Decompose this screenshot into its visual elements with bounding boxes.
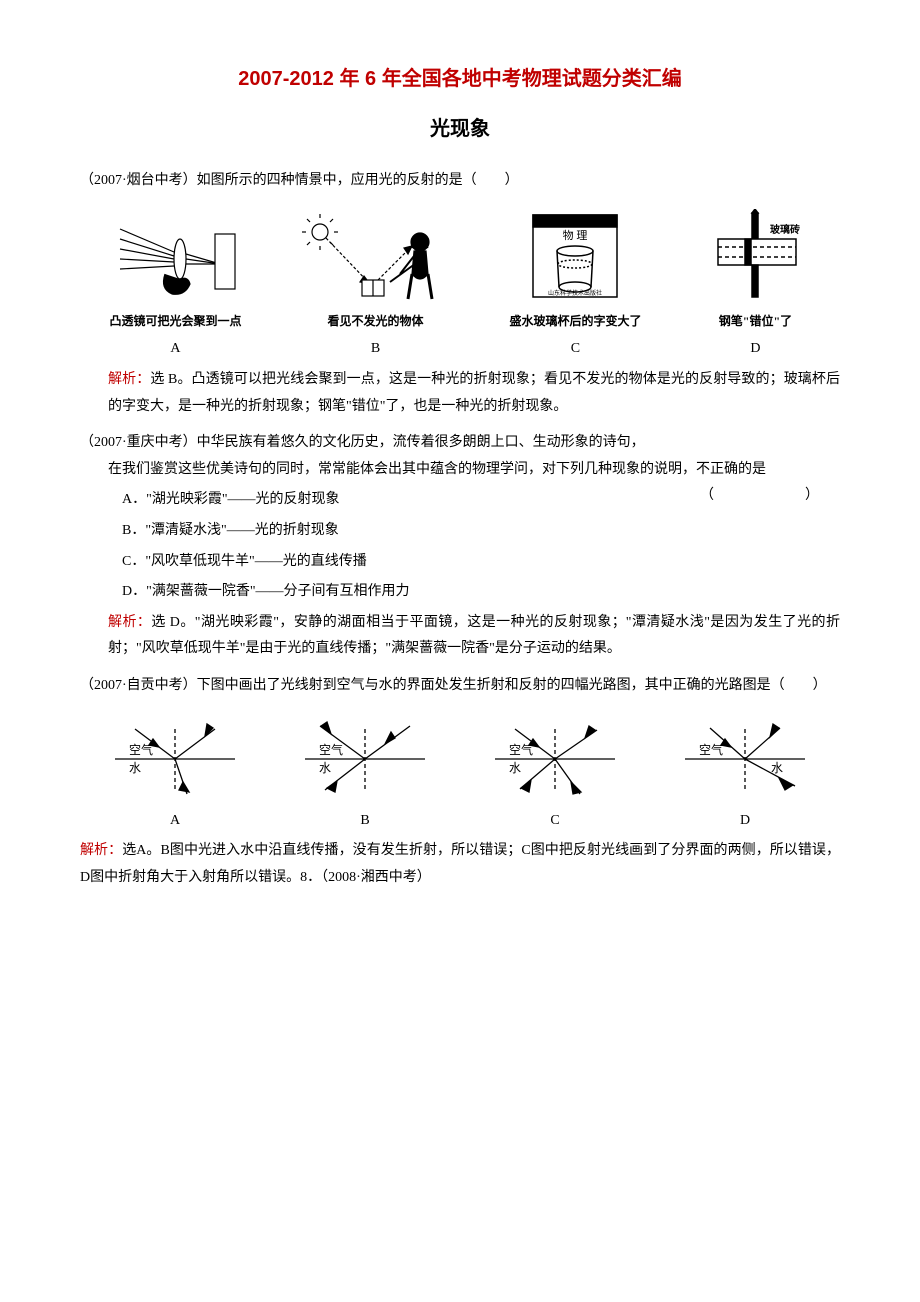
svg-text:空气: 空气 — [699, 742, 723, 757]
q2-analysis-text: 选 D。"湖光映彩霞"，安静的湖面相当于平面镜，这是一种光的反射现象；"潭清疑水… — [108, 615, 840, 657]
q1-analysis: 解析：选 B。凸透镜可以把光线会聚到一点，这是一种光的折射现象；看见不发光的物体… — [80, 367, 840, 420]
main-title: 2007-2012 年 6 年全国各地中考物理试题分类汇编 — [80, 60, 840, 98]
svg-text:空气: 空气 — [129, 742, 153, 757]
q3-stem: （2007·自贡中考）下图中画出了光线射到空气与水的界面处发生折射和反射的四幅光… — [80, 673, 840, 700]
pen-shift-icon: 玻璃砖 — [700, 209, 810, 304]
analysis-label: 解析： — [108, 372, 150, 387]
analysis-label: 解析： — [80, 843, 122, 858]
svg-text:水: 水 — [129, 761, 141, 775]
q1-fig-d: 玻璃砖 钢笔"错位"了 D — [700, 209, 810, 363]
svg-text:物 理: 物 理 — [563, 228, 588, 242]
q1-figure-row: 凸透镜可把光会聚到一点 A — [80, 209, 840, 363]
svg-text:水: 水 — [771, 761, 783, 775]
q2-opt-b: B．"潭清疑水浅"——光的折射现象 — [122, 518, 840, 545]
q1-fig-a-caption: 凸透镜可把光会聚到一点 — [109, 310, 241, 333]
analysis-label: 解析： — [108, 615, 151, 630]
q2-analysis: 解析：选 D。"湖光映彩霞"，安静的湖面相当于平面镜，这是一种光的反射现象；"潭… — [80, 610, 840, 663]
q1-stem: （2007·烟台中考）如图所示的四种情景中，应用光的反射的是（ ） — [80, 168, 840, 195]
q1-fig-d-caption: 钢笔"错位"了 — [719, 310, 792, 333]
q1-fig-a: 凸透镜可把光会聚到一点 A — [109, 214, 241, 363]
q1-fig-b-caption: 看见不发光的物体 — [327, 310, 423, 333]
q3-fig-c: 空气 水 C — [485, 714, 625, 835]
glass-magnify-icon: 物 理 山东科学技术出版社 — [515, 209, 635, 304]
q3-analysis-text: 选A。B图中光进入水中沿直线传播，没有发生折射，所以错误；C图中把反射光线画到了… — [80, 843, 840, 885]
svg-text:山东科学技术出版社: 山东科学技术出版社 — [548, 289, 602, 297]
q1-fig-b: 看见不发光的物体 B — [300, 214, 450, 363]
reflection-icon — [300, 214, 450, 304]
q3-fig-a: 空气 水 A — [105, 714, 245, 835]
q2-opt-d: D．"满架蔷薇一院香"——分子间有互相作用力 — [122, 579, 840, 606]
q3-fig-d: 空气 水 D — [675, 714, 815, 835]
q1-fig-c-caption: 盛水玻璃杯后的字变大了 — [509, 310, 641, 333]
q2-stem-body: 在我们鉴赏这些优美诗句的同时，常常能体会出其中蕴含的物理学问，对下列几种现象的说… — [80, 457, 840, 484]
q1-fig-b-label: B — [371, 336, 380, 363]
q2-stem-head: （2007·重庆中考）中华民族有着悠久的文化历史，流传着很多朗朗上口、生动形象的… — [80, 430, 840, 457]
q1-fig-d-label: D — [750, 336, 760, 363]
svg-text:水: 水 — [509, 761, 521, 775]
refraction-diagram-b: 空气 水 — [295, 714, 435, 804]
lens-icon — [110, 214, 240, 304]
q3-stem-text: （2007·自贡中考）下图中画出了光线射到空气与水的界面处发生折射和反射的四幅光… — [80, 678, 827, 693]
q2-opt-c: C．"风吹草低现牛羊"——光的直线传播 — [122, 549, 840, 576]
svg-text:空气: 空气 — [509, 742, 533, 757]
q1-fig-c-label: C — [571, 336, 580, 363]
q3-figure-row: 空气 水 A 空气 水 B — [80, 714, 840, 835]
q1-analysis-text: 选 B。凸透镜可以把光线会聚到一点，这是一种光的折射现象；看见不发光的物体是光的… — [108, 372, 840, 414]
refraction-diagram-a: 空气 水 — [105, 714, 245, 804]
svg-text:空气: 空气 — [319, 742, 343, 757]
q3-label-c: C — [550, 808, 559, 835]
refraction-diagram-c: 空气 水 — [485, 714, 625, 804]
q3-analysis: 解析：选A。B图中光进入水中沿直线传播，没有发生折射，所以错误；C图中把反射光线… — [80, 838, 840, 891]
sub-title: 光现象 — [80, 110, 840, 148]
q3-label-b: B — [360, 808, 369, 835]
q3-fig-b: 空气 水 B — [295, 714, 435, 835]
q1-fig-a-label: A — [170, 336, 180, 363]
q3-label-d: D — [740, 808, 750, 835]
q2-paren: （ ） — [700, 483, 840, 510]
svg-text:玻璃砖: 玻璃砖 — [770, 223, 800, 236]
refraction-diagram-d: 空气 水 — [675, 714, 815, 804]
svg-text:水: 水 — [319, 761, 331, 775]
q1-fig-c: 物 理 山东科学技术出版社 盛水玻璃杯后的字变大了 C — [509, 209, 641, 363]
q2-stem-body-text: 在我们鉴赏这些优美诗句的同时，常常能体会出其中蕴含的物理学问，对下列几种现象的说… — [108, 462, 766, 477]
q3-label-a: A — [170, 808, 180, 835]
